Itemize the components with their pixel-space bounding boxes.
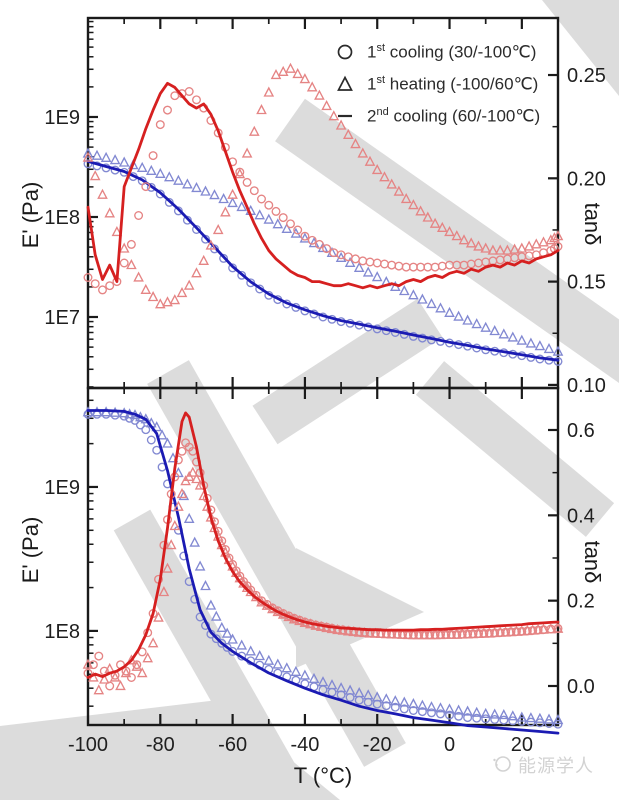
series-layer — [82, 406, 564, 735]
plot-bottom: -100 -80 -60 -40 -20 0 20 1E9 1E8 0.6 0.4 0.2 0.0 — [44, 386, 595, 756]
tick-label: -80 — [146, 734, 175, 756]
tick-label: 0.2 — [567, 591, 595, 613]
legend-item-second-cooling: 2nd cooling (60/-100℃) — [335, 106, 540, 126]
legend-label: 2nd cooling (60/-100℃) — [367, 105, 541, 126]
series-layer — [82, 62, 564, 366]
plot-frame — [86, 386, 560, 727]
tick-label: 1E7 — [44, 307, 80, 329]
tick-label: 1E8 — [44, 207, 80, 229]
tick-label: 1E8 — [44, 621, 80, 643]
series-tan-1st-heating — [82, 62, 564, 309]
tick-label: 0.10 — [567, 375, 606, 397]
tick-label: 0.0 — [567, 676, 595, 698]
tick-label: -40 — [290, 734, 319, 756]
legend-label: 1st cooling (30/-100℃) — [367, 41, 537, 62]
tick-label: -20 — [363, 734, 392, 756]
tick-label: 0.15 — [567, 272, 606, 294]
tick-label: -60 — [218, 734, 247, 756]
brand-watermark: 能源学人 — [492, 752, 594, 778]
legend-circle-icon — [335, 42, 355, 62]
legend-label: 1st heating (-100/60℃) — [367, 73, 539, 94]
tick-label: 1E9 — [44, 477, 80, 499]
tick-label: 0 — [444, 734, 455, 756]
series-e-1st-heating — [82, 147, 564, 356]
legend-dash-icon — [335, 106, 355, 126]
tick-label: 0.4 — [567, 505, 595, 527]
tick-label: 20 — [511, 734, 533, 756]
logo-icon — [492, 753, 512, 778]
series-tan-1st-cooling — [83, 87, 563, 295]
tick-label: -100 — [68, 734, 108, 756]
series-tan-1st-heating — [82, 466, 564, 695]
tick-label: 0.20 — [567, 168, 606, 190]
right-axis-label-top: tanδ — [580, 202, 605, 246]
legend-item-first-heating: 1st heating (-100/60℃) — [335, 74, 540, 94]
logo-text: 能源学人 — [518, 756, 594, 776]
series-e-2nd-cooling — [86, 160, 560, 362]
series-tan-2nd-cooling — [86, 81, 560, 290]
series-e-2nd-cooling — [86, 409, 560, 735]
left-axis-label-bottom: E' (Pa) — [18, 516, 43, 584]
tick-label: 0.6 — [567, 420, 595, 442]
legend: 1st cooling (30/-100℃) 1st heating (-100… — [335, 42, 540, 126]
left-axis-label-top: E' (Pa) — [18, 181, 43, 249]
legend-triangle-icon — [335, 74, 355, 94]
right-axis-label-bottom: tanδ — [580, 540, 605, 584]
tick-label: 1E9 — [44, 107, 80, 129]
legend-item-first-cooling: 1st cooling (30/-100℃) — [335, 42, 540, 62]
series-tan-2nd-cooling — [86, 411, 560, 679]
tick-label: 0.25 — [567, 65, 606, 87]
x-axis-label: T (°C) — [293, 763, 353, 788]
